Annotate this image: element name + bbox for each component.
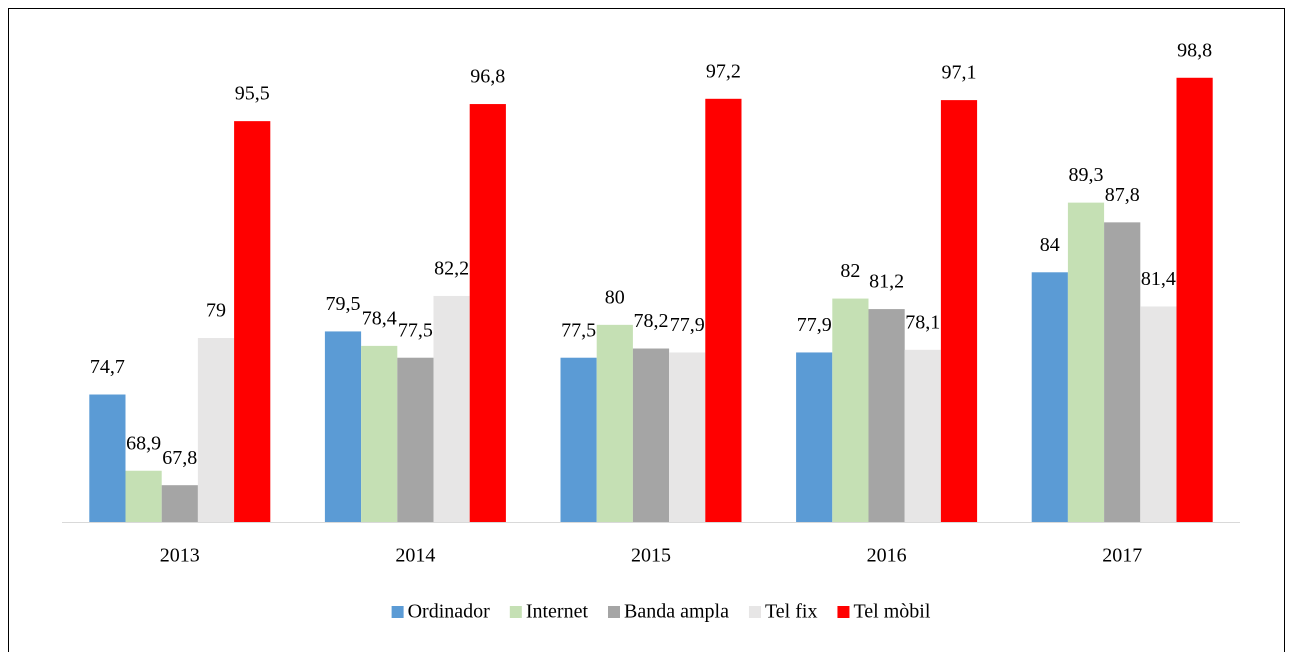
data-label: 78,2: [634, 310, 669, 332]
data-label: 67,8: [162, 447, 197, 469]
data-label: 89,3: [1069, 164, 1104, 186]
data-label: 74,7: [90, 356, 125, 378]
x-tick-label: 2014: [395, 545, 435, 567]
bar: [1031, 272, 1068, 522]
bar: [197, 338, 235, 522]
legend-swatch: [509, 606, 522, 618]
legend-label: Tel fix: [765, 601, 817, 623]
legend-swatch: [837, 606, 850, 618]
bar: [89, 394, 126, 522]
data-label: 97,1: [942, 62, 977, 84]
bar: [234, 121, 271, 523]
data-label: 87,8: [1105, 184, 1140, 206]
data-label: 97,2: [706, 60, 741, 82]
data-label: 81,4: [1141, 268, 1176, 290]
bar: [1104, 222, 1141, 523]
bar: [397, 357, 434, 522]
data-label: 95,5: [235, 83, 270, 105]
bar: [904, 349, 941, 522]
bar: [705, 98, 742, 523]
legend-label: Banda ampla: [624, 601, 729, 623]
bar: [940, 100, 978, 522]
bar: [1140, 306, 1177, 522]
data-label: 77,5: [398, 319, 433, 341]
bar: [669, 352, 706, 522]
data-label: 78,4: [362, 307, 397, 329]
legend-swatch: [391, 606, 404, 618]
data-label: 82,2: [434, 258, 469, 280]
x-tick-label: 2015: [631, 545, 671, 567]
bar: [361, 345, 398, 522]
bar: [469, 104, 506, 523]
bar: [796, 352, 833, 522]
bar: [868, 309, 905, 522]
legend-label: Ordinador: [408, 601, 491, 623]
x-tick-label: 2013: [160, 545, 200, 567]
bar: [832, 298, 869, 522]
data-label: 80: [605, 286, 625, 308]
bar: [632, 348, 670, 522]
data-label: 79: [206, 300, 226, 322]
data-label: 82: [840, 260, 860, 282]
data-label: 77,5: [561, 319, 596, 341]
bar: [596, 324, 633, 522]
legend-swatch: [748, 606, 761, 618]
bar: [161, 485, 198, 522]
bar: [324, 331, 362, 522]
data-label: 77,9: [670, 314, 705, 336]
data-label: 77,9: [797, 314, 832, 336]
chart-border: [8, 8, 1285, 652]
legend-label: Tel mòbil: [853, 601, 930, 623]
data-label: 98,8: [1177, 39, 1212, 61]
x-tick-label: 2017: [1102, 545, 1142, 567]
bar: [433, 295, 470, 522]
bar: [1176, 77, 1213, 523]
legend-label: Internet: [526, 601, 589, 623]
data-label: 96,8: [470, 66, 505, 88]
x-tick-label: 2016: [867, 545, 907, 567]
data-label: 78,1: [905, 311, 940, 333]
bar: [1067, 202, 1105, 522]
bar: [125, 470, 162, 522]
data-label: 84: [1040, 234, 1060, 256]
data-label: 79,5: [326, 293, 361, 315]
data-label: 68,9: [126, 432, 161, 454]
bar: [560, 357, 597, 522]
data-label: 81,2: [869, 271, 904, 293]
legend-swatch: [608, 606, 620, 618]
